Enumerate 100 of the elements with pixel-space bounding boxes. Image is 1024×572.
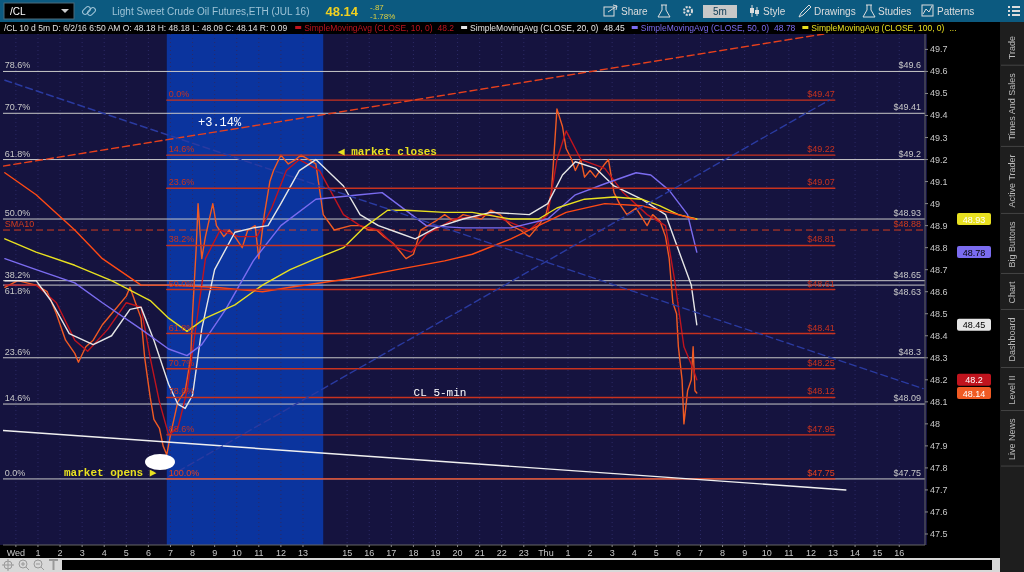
text: Level II <box>1007 375 1017 405</box>
y-tick-label: 48 <box>930 418 941 429</box>
y-tick-label: 49.2 <box>930 154 948 165</box>
text: /CL <box>10 6 26 17</box>
x-tick-label: 2 <box>57 548 63 558</box>
ref-line-label: $48.63 <box>893 287 921 298</box>
ref-line-label: $48.88 <box>893 219 921 230</box>
annotation: $49.07 <box>807 177 835 188</box>
x-tick-label: 9 <box>742 548 748 558</box>
text: 48.14 <box>962 388 986 399</box>
text: 48.2 <box>965 375 983 386</box>
x-tick-label: 7 <box>697 548 703 558</box>
annotation: 100.0% <box>168 467 200 478</box>
x-tick-label: 18 <box>408 548 419 558</box>
x-tick-label: 17 <box>386 548 397 558</box>
x-tick-label: 14 <box>850 548 861 558</box>
y-tick-label: 49.5 <box>930 88 948 99</box>
annotation: $47.95 <box>807 423 835 434</box>
annotation: SMA10 <box>4 219 35 230</box>
annotation: 50.0% <box>4 208 31 219</box>
y-tick-label: 49.3 <box>930 132 948 143</box>
y-tick-label: 48.7 <box>930 264 948 275</box>
text: Share <box>621 6 649 17</box>
annotation: $48.12 <box>807 386 835 397</box>
text: -1.78% <box>370 12 396 21</box>
annotation: $48.81 <box>807 234 835 245</box>
x-tick-label: 12 <box>805 548 816 558</box>
annotation: $48.25 <box>807 357 835 368</box>
text: 48.2 <box>437 23 455 33</box>
text: Style <box>763 6 786 17</box>
text: Trade <box>1007 36 1017 60</box>
y-tick-label: 48.4 <box>930 330 948 341</box>
text: Studies <box>878 6 912 17</box>
x-tick-label: 11 <box>254 548 264 558</box>
x-tick-label: 8 <box>720 548 726 558</box>
x-tick-label: Wed <box>6 548 26 558</box>
y-tick-label: 47.6 <box>930 506 948 517</box>
x-tick-label: 6 <box>675 548 681 558</box>
y-tick-label: 49.6 <box>930 66 948 77</box>
y-tick-label: 48.1 <box>930 396 948 407</box>
x-tick-label: 19 <box>430 548 441 558</box>
y-tick-label: 49.4 <box>930 110 948 121</box>
annotation: +3.14% <box>198 116 243 130</box>
y-tick-label: 47.9 <box>930 440 948 451</box>
x-tick-label: 7 <box>167 548 173 558</box>
annotation: $49.47 <box>807 89 835 100</box>
annotation: 70.7% <box>4 102 31 113</box>
legend-label: SimpleMovingAvg (CLOSE, 50, 0) <box>640 23 770 33</box>
annotation: 0.0% <box>168 89 190 100</box>
text: Live News <box>1007 418 1017 461</box>
annotation: $49.22 <box>807 144 835 155</box>
text: 48.93 <box>962 214 986 225</box>
text: -.87 <box>370 3 385 12</box>
text: 5m <box>713 6 727 17</box>
legend-label: SimpleMovingAvg (CLOSE, 100, 0) <box>811 23 945 33</box>
x-tick-label: 1 <box>565 548 571 558</box>
ref-line-label: $49.2 <box>898 148 921 159</box>
y-tick-label: 47.5 <box>930 528 948 539</box>
text: ... <box>949 23 957 33</box>
y-tick-label: 47.8 <box>930 462 948 473</box>
x-tick-label: 5 <box>653 548 659 558</box>
annotation: 78.6% <box>4 60 31 71</box>
ref-line-label: $48.09 <box>893 393 921 404</box>
y-tick-label: 48.3 <box>930 352 948 363</box>
x-tick-label: 10 <box>231 548 242 558</box>
x-tick-label: 11 <box>784 548 794 558</box>
text: 48.78 <box>962 247 986 258</box>
x-tick-label: 20 <box>452 548 463 558</box>
x-tick-label: 1 <box>35 548 41 558</box>
ref-line-label: $47.75 <box>893 467 921 478</box>
legend-label: SimpleMovingAvg (CLOSE, 10, 0) <box>304 23 433 33</box>
annotation: 14.6% <box>168 144 195 155</box>
ref-line-label: $49.41 <box>893 102 921 113</box>
y-tick-label: 47.7 <box>930 484 948 495</box>
x-tick-label: 9 <box>212 548 218 558</box>
annotation: ◀ market closes <box>337 145 437 158</box>
y-tick-label: 48.2 <box>930 374 948 385</box>
chart-title: Light Sweet Crude Oil Futures,ETH (JUL 16) <box>112 6 310 17</box>
y-tick-label: 48.5 <box>930 308 948 319</box>
text: 48.45 <box>603 23 625 33</box>
text: Times And Sales <box>1007 72 1017 141</box>
y-tick-label: 48.9 <box>930 220 948 231</box>
x-tick-label: 15 <box>342 548 353 558</box>
x-tick-label: 8 <box>190 548 196 558</box>
x-tick-label: 3 <box>609 548 615 558</box>
annotation: 23.6% <box>4 346 31 357</box>
y-tick-label: 49.1 <box>930 176 948 187</box>
x-tick-label: 23 <box>518 548 529 558</box>
annotation: 61.8% <box>4 148 31 159</box>
ref-line-label: $49.6 <box>898 60 921 71</box>
legend-label: SimpleMovingAvg (CLOSE, 20, 0) <box>470 23 599 33</box>
text: Dashboard <box>1007 317 1017 362</box>
text: Chart <box>1007 280 1017 304</box>
text: Active Trader <box>1007 154 1017 208</box>
annotation: market opens ▶ <box>64 467 157 479</box>
x-tick-label: 10 <box>761 548 772 558</box>
x-tick-label: 4 <box>631 548 637 558</box>
x-tick-label: 16 <box>364 548 375 558</box>
annotation: $47.75 <box>807 467 835 478</box>
y-tick-label: 48.8 <box>930 242 948 253</box>
